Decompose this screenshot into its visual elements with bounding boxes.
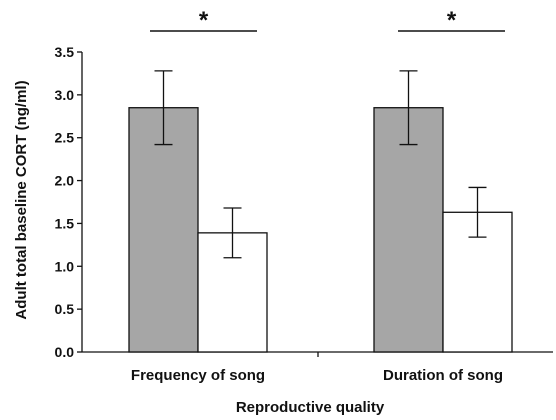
y-tick-label: 1.5 [55,215,75,231]
significance-asterisk: * [199,7,209,34]
bar [128,107,199,353]
y-tick-label: 2.5 [55,130,75,146]
y-tick-label: 1.0 [55,258,75,274]
y-tick-label: 0.0 [55,344,75,360]
y-tick-label: 2.0 [55,173,75,189]
category-label: Frequency of song [131,367,265,384]
significance-annotations: * * [150,7,505,34]
significance-asterisk: * [447,7,457,34]
y-tick-label: 3.5 [55,44,75,60]
y-axis-ticks: 0.0 0.5 1.0 1.5 2.0 2.5 3.0 3.5 [55,44,82,360]
category-label: Duration of song [383,367,503,384]
error-bars [154,70,487,259]
x-axis-categories: Frequency of song Duration of song [131,367,503,384]
y-tick-label: 3.0 [55,87,75,103]
bar [373,107,444,353]
y-axis-label: Adult total baseline CORT (ng/ml) [13,80,30,319]
x-axis-label: Reproductive quality [236,399,385,416]
bars [128,107,513,353]
y-tick-label: 0.5 [55,301,75,317]
